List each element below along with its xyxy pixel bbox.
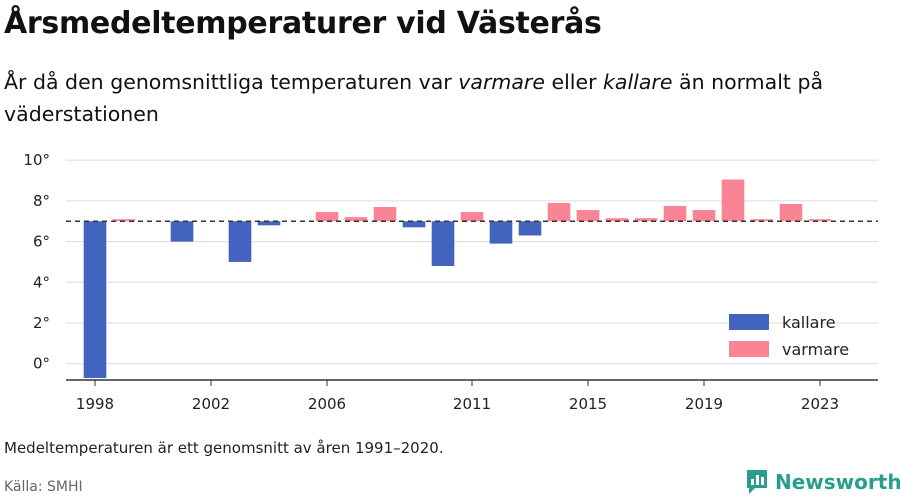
legend-swatch-varmare [729,341,769,357]
bar-2008 [373,206,397,222]
bar-2014 [547,202,571,222]
y-axis-ticks: 0° 2° 4° 6° 8° 10° [23,151,50,373]
subtitle-part-1: År då den genomsnittliga temperaturen va… [4,70,459,94]
y-tick-label-2: 2° [33,314,50,332]
bar-2016 [605,218,629,222]
gridlines [66,159,878,365]
x-tick-label-2019: 2019 [685,395,723,413]
bar-chart: 0° 2° 4° 6° 8° 10° 1998 2002 2006 2011 2015 2019 20… [23,151,878,413]
y-tick-label-6: 6° [33,233,50,251]
subtitle-part-3: än normalt på väderstationen [4,70,824,126]
bar-2011 [460,212,484,222]
x-tick-label-2015: 2015 [569,395,607,413]
legend-swatch-kallare [729,314,769,330]
bar-2004 [257,221,281,226]
footnote: Medeltemperaturen är ett genomsnitt av å… [4,439,444,457]
bar-2021 [750,219,774,222]
x-tick-label-2006: 2006 [308,395,346,413]
x-tick-label-1998: 1998 [76,395,114,413]
source-credit: Källa: SMHI [4,479,83,495]
bar-2009 [402,221,426,228]
bar-2010 [431,221,455,267]
x-tick-label-2002: 2002 [192,395,230,413]
bar-1999 [112,219,136,222]
bar-chart-logo-icon [747,470,767,494]
subtitle-colder: kallare [603,70,673,94]
y-tick-label-4: 4° [33,273,50,291]
bar-2017 [634,218,658,222]
x-tick-label-2011: 2011 [453,395,491,413]
bar-2015 [576,210,600,222]
x-tick-label-2023: 2023 [801,395,839,413]
x-axis-ticks: 1998 2002 2006 2011 2015 2019 2023 [76,380,839,413]
bar-2006 [315,212,339,222]
y-tick-label-10: 10° [23,151,50,169]
bar-1998 [83,221,107,378]
y-tick-label-0: 0° [33,355,50,373]
legend: kallare varmare [729,313,849,359]
bar-2013 [518,221,542,236]
bar-2007 [344,217,368,222]
bar-2020 [721,179,745,222]
brand-logo[interactable]: Newsworthy [745,468,900,496]
chart-title: Årsmedeltemperaturer vid Västerås [4,6,602,41]
bar-2018 [663,205,687,222]
bar-2003 [228,221,252,262]
bar-2022 [779,203,803,222]
bar-2001 [170,221,194,242]
legend-label-varmare: varmare [782,340,849,359]
bars [83,179,832,378]
bar-2019 [692,210,716,222]
subtitle-warmer: varmare [458,70,545,94]
subtitle-part-2: eller [544,70,604,94]
brand-name: Newsworthy [775,470,900,494]
y-tick-label-8: 8° [33,192,50,210]
legend-label-kallare: kallare [782,313,836,332]
bar-2012 [489,221,513,244]
bar-2023 [808,219,832,222]
chart-subtitle: År då den genomsnittliga temperaturen va… [4,66,884,130]
